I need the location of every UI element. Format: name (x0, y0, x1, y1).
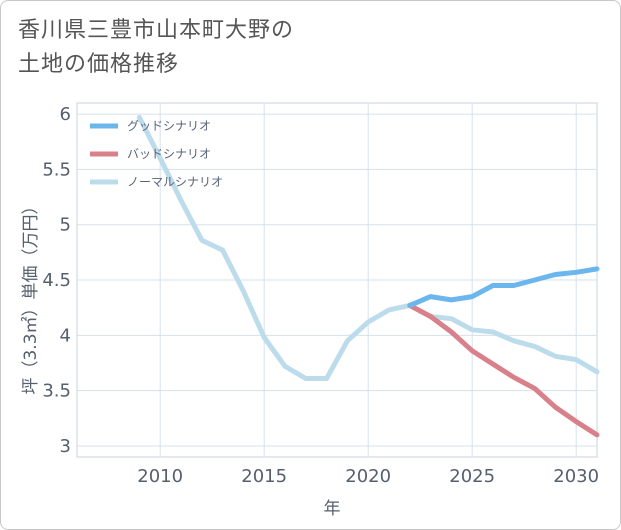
legend-label-0: グッドシナリオ (127, 119, 211, 133)
y-tick-label: 4.5 (42, 270, 71, 291)
chart-title-line-1: 香川県三豊市山本町大野の (18, 18, 295, 43)
x-tick-labels: 2010 2015 2020 2025 2030 (137, 466, 599, 487)
series-line-1 (407, 302, 600, 438)
y-tick-labels: 3 3.5 4 4.5 5 5.5 6 (42, 104, 71, 457)
x-tick-label: 2025 (449, 466, 495, 487)
chart-title-line-2: 土地の価格推移 (18, 52, 180, 77)
legend-label-1: バッドシナリオ (127, 147, 211, 161)
y-tick-label: 3.5 (42, 381, 71, 402)
y-tick-label: 3 (60, 436, 71, 457)
x-axis-label: 年 (324, 499, 341, 519)
y-tick-label: 5.5 (42, 159, 71, 180)
x-tick-label: 2015 (241, 466, 287, 487)
x-tick-label: 2010 (137, 466, 183, 487)
x-tick-label: 2020 (345, 466, 391, 487)
y-tick-label: 5 (60, 215, 71, 236)
legend-label-2: ノーマルシナリオ (127, 175, 223, 189)
series-lines (136, 114, 600, 438)
series-line-2 (136, 114, 600, 381)
y-tick-label: 4 (60, 325, 71, 346)
x-tick-label: 2030 (553, 466, 599, 487)
series-line-0 (407, 266, 600, 308)
y-axis-label: 坪（3.3㎡）単価（万円） (21, 197, 41, 394)
chart-title: 香川県三豊市山本町大野の 土地の価格推移 (18, 14, 458, 82)
y-tick-label: 6 (60, 104, 71, 125)
